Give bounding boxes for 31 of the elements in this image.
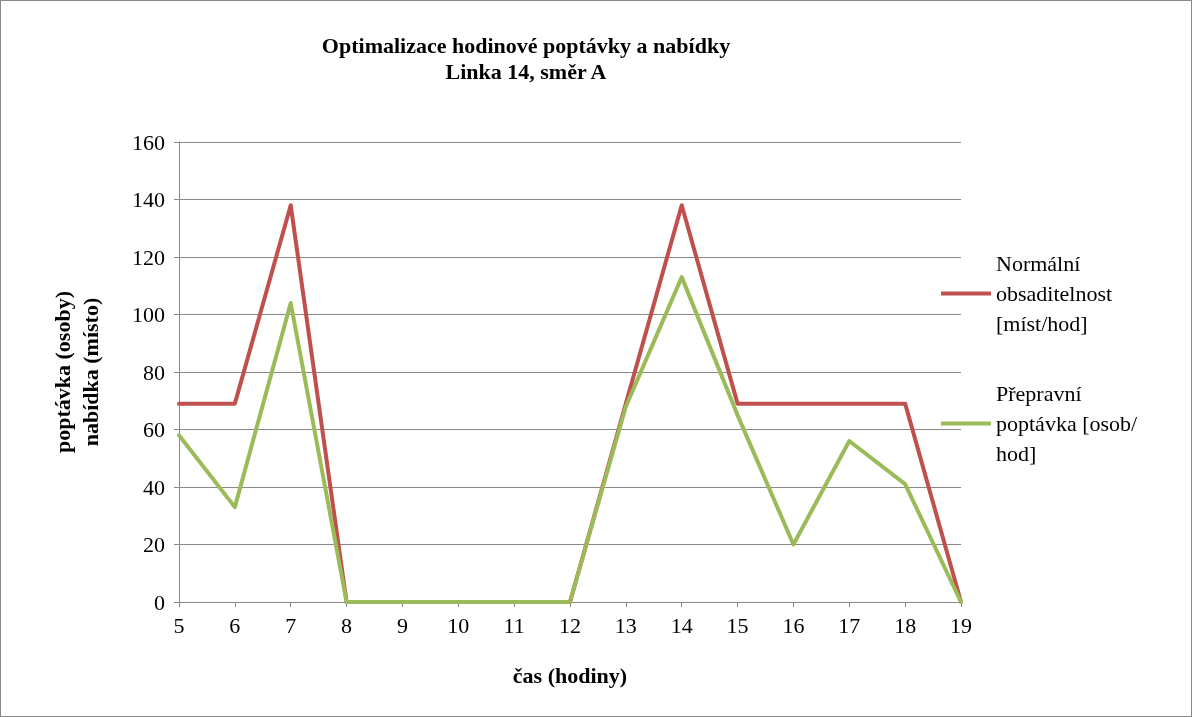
line-series (177, 275, 963, 604)
y-tick-label: 60 (143, 417, 165, 442)
x-tick-label: 14 (670, 612, 693, 638)
legend-label: Normální obsaditelnost [míst/hod] (996, 251, 1118, 336)
x-axis-title: čas (hodiny) (512, 662, 628, 688)
chart-subtitle: Linka 14, směr A (445, 58, 607, 84)
y-tick-label: 80 (143, 359, 165, 385)
x-tick-label: 18 (894, 612, 917, 638)
y-tick-label: 0 (154, 589, 165, 615)
legend-label: Přepravní poptávka [osob/hod] (996, 381, 1139, 466)
x-tick-label: 6 (229, 612, 241, 638)
x-tick-label: 11 (503, 612, 525, 638)
y-tick-label: 100 (132, 302, 165, 327)
x-tick-label: 19 (950, 612, 972, 638)
x-tick-label: 15 (726, 612, 749, 638)
x-tick-label: 10 (447, 612, 470, 638)
x-tick-label: 5 (173, 612, 185, 638)
x-tick-label: 13 (614, 612, 637, 638)
x-tick-label: 9 (396, 612, 408, 638)
x-tick-label: 7 (285, 612, 297, 638)
y-tick-label: 140 (132, 187, 165, 212)
x-tick-label: 12 (559, 612, 581, 638)
x-tick-label: 16 (782, 612, 805, 638)
chart-title: Optimalizace hodinové poptávky a nabídky (321, 32, 731, 58)
y-tick-label: 40 (143, 474, 165, 500)
y-tick-label: 120 (132, 244, 165, 270)
x-tick-label: 17 (838, 612, 861, 638)
y-tick-label: 160 (132, 129, 165, 155)
y-axis-title: poptávka (osoby) nabídka (místo) (49, 291, 103, 453)
y-tick-label: 20 (143, 532, 165, 557)
x-tick-label: 8 (341, 612, 353, 638)
